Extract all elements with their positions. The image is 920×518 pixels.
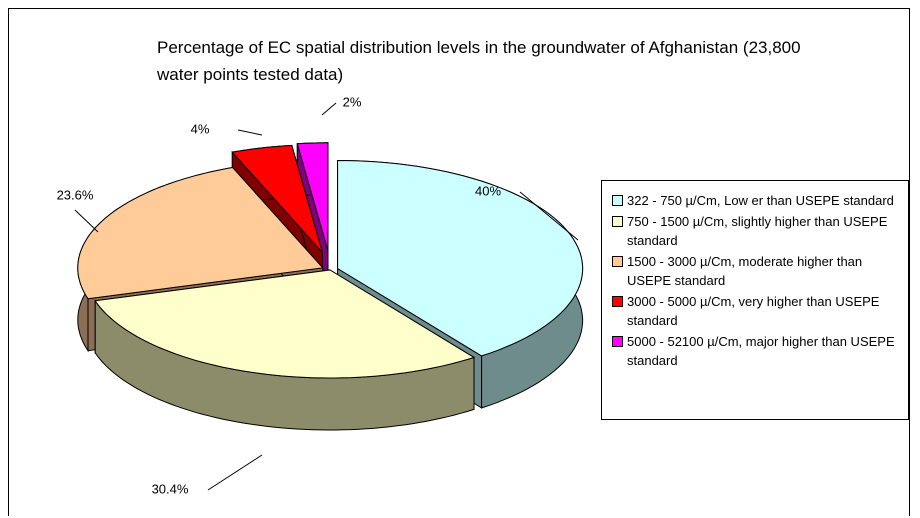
slice [337, 159, 584, 357]
chart-title: Percentage of EC spatial distribution le… [157, 38, 801, 84]
legend-label: 322 - 750 µ/Cm, Low er than USEPE standa… [627, 193, 894, 208]
slice [94, 269, 476, 379]
legend-swatch [612, 256, 623, 267]
legend-item: 322 - 750 µ/Cm, Low er than USEPE standa… [612, 191, 902, 210]
data-label: 2% [343, 94, 362, 109]
legend-item: 3000 - 5000 µ/Cm, very higher than USEPE… [612, 292, 902, 330]
legend-swatch [612, 216, 623, 227]
legend-swatch [612, 195, 623, 206]
data-label: 40% [475, 183, 501, 198]
legend-swatch [612, 296, 623, 307]
leader-line [74, 209, 99, 233]
legend-label: 5000 - 52100 µ/Cm, major higher than USE… [627, 334, 895, 368]
legend-item: 1500 - 3000 µ/Cm, moderate higher than U… [612, 252, 902, 290]
legend-label: 3000 - 5000 µ/Cm, very higher than USEPE… [627, 294, 880, 328]
legend-label: 1500 - 3000 µ/Cm, moderate higher than U… [627, 254, 863, 288]
slice [77, 166, 324, 300]
slice [231, 144, 323, 253]
data-label: 23.6% [57, 187, 94, 202]
data-label: 30.4% [152, 481, 189, 496]
legend: 322 - 750 µ/Cm, Low er than USEPE standa… [601, 180, 909, 420]
data-label: 4% [191, 121, 210, 136]
leader-line [519, 191, 579, 241]
legend-swatch [612, 336, 623, 347]
leader-line [237, 129, 263, 136]
legend-label: 750 - 1500 µ/Cm, slightly higher than US… [627, 214, 888, 248]
chart-frame [8, 8, 910, 516]
leader-line [321, 102, 337, 116]
slice [296, 142, 329, 251]
leader-line [207, 454, 263, 491]
legend-item: 750 - 1500 µ/Cm, slightly higher than US… [612, 212, 902, 250]
legend-item: 5000 - 52100 µ/Cm, major higher than USE… [612, 332, 902, 370]
